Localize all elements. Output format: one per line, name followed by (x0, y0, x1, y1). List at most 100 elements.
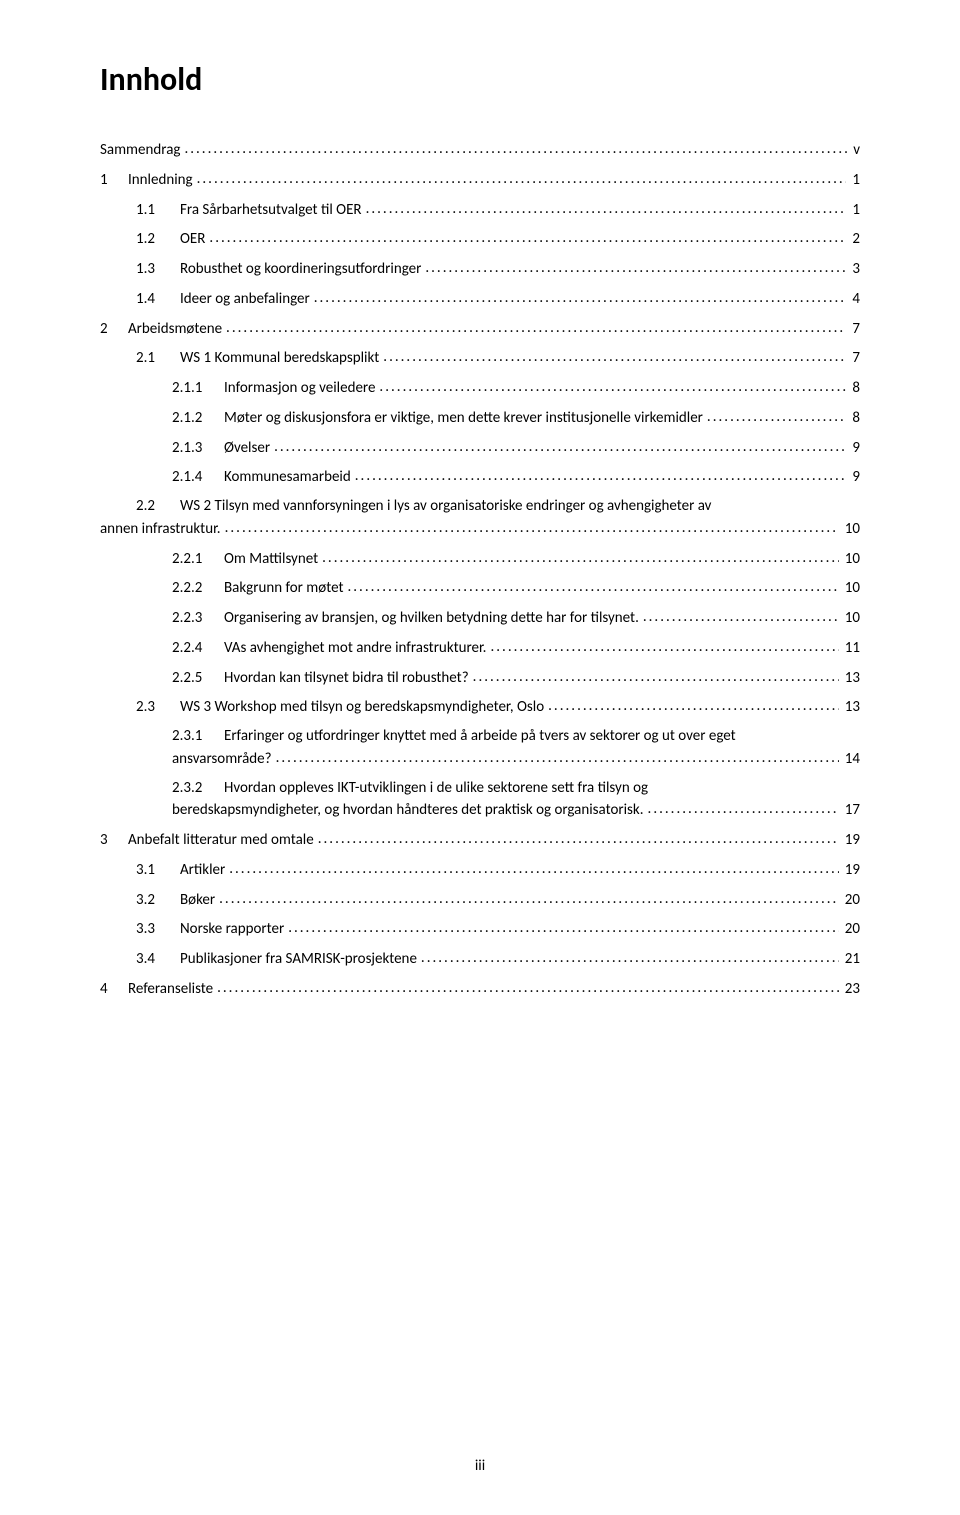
toc-entry: 4Referanseliste 23 (100, 978, 860, 1001)
toc-text: Innledning (128, 170, 197, 192)
toc-number: 2.2.2 (172, 578, 224, 600)
toc-leader-dots (314, 288, 847, 303)
toc-leader-dots (288, 918, 839, 933)
toc-leader-dots (274, 437, 846, 452)
toc-page: 1 (846, 200, 860, 222)
toc-page: 13 (839, 668, 860, 690)
toc-leader-dots (229, 859, 839, 874)
toc-page: 9 (846, 438, 860, 460)
toc-entry: 1.3Robusthet og koordineringsutfordringe… (100, 258, 860, 281)
toc-leader-dots (707, 407, 846, 422)
toc-text: Informasjon og veiledere (224, 378, 379, 400)
toc-entry: 2.3.1Erfaringer og utfordringer knyttet … (100, 726, 860, 771)
toc-entry: 2.2.2Bakgrunn for møtet10 (100, 577, 860, 600)
toc-entry: 3Anbefalt litteratur med omtale19 (100, 829, 860, 852)
toc-text: WS 3 Workshop med tilsyn og beredskapsmy… (180, 697, 548, 719)
toc-entry: 3.1Artikler19 (100, 859, 860, 882)
toc-page: 17 (839, 800, 860, 822)
toc-page: 20 (839, 890, 860, 912)
toc-entry: 1Innledning1 (100, 169, 860, 192)
toc-entry: 3.2Bøker20 (100, 889, 860, 912)
toc-number: 3.1 (136, 860, 180, 882)
page-title: Innhold (100, 60, 860, 99)
toc-text: Ideer og anbefalinger (180, 289, 314, 311)
toc-number: 2.1.1 (172, 378, 224, 400)
toc-entry: 3.4Publikasjoner fra SAMRISK-prosjektene… (100, 948, 860, 971)
toc-leader-dots (219, 889, 839, 904)
toc-leader-dots (276, 748, 839, 763)
toc-number: 2.1 (136, 348, 180, 370)
toc-text: VAs avhengighet mot andre infrastrukture… (224, 638, 490, 660)
toc-leader-dots (197, 169, 847, 184)
toc-text: WS 1 Kommunal beredskapsplikt (180, 348, 383, 370)
toc-text: Møter og diskusjonsfora er viktige, men … (224, 408, 707, 430)
toc-entry: 2.1WS 1 Kommunal beredskapsplikt7 (100, 347, 860, 370)
toc-number: 2.2.5 (172, 668, 224, 690)
toc-leader-dots (379, 377, 846, 392)
page-number: iii (0, 1457, 960, 1475)
toc-number: 2.2 (136, 496, 180, 518)
toc-page: 21 (839, 949, 860, 971)
toc-text: Organisering av bransjen, og hvilken bet… (224, 608, 643, 630)
toc-text: ansvarsområde? (172, 749, 276, 771)
toc-leader-dots (425, 258, 846, 273)
toc-entry: 2.3.2Hvordan oppleves IKT-utviklingen i … (100, 778, 860, 823)
table-of-contents: Sammendragv1Innledning11.1Fra Sårbarhets… (100, 139, 860, 1001)
toc-leader-dots (490, 637, 838, 652)
toc-page: 19 (839, 830, 860, 852)
toc-number: 2.1.2 (172, 408, 224, 430)
toc-leader-dots (217, 978, 839, 993)
toc-number: 2.1.3 (172, 438, 224, 460)
page-container: Innhold Sammendragv1Innledning11.1Fra Så… (0, 0, 960, 1515)
toc-leader-dots (347, 577, 838, 592)
toc-page: 20 (839, 919, 860, 941)
toc-entry: 2.2.4VAs avhengighet mot andre infrastru… (100, 637, 860, 660)
toc-leader-dots (383, 347, 846, 362)
toc-number: 2.2.3 (172, 608, 224, 630)
toc-page: 11 (839, 638, 860, 660)
toc-text: Fra Sårbarhetsutvalget til OER (180, 200, 366, 222)
toc-leader-dots (322, 548, 839, 563)
toc-text: Bøker (180, 890, 219, 912)
toc-text: annen infrastruktur. (100, 519, 225, 541)
toc-page: 10 (839, 519, 860, 541)
toc-page: v (847, 140, 860, 162)
toc-text: Referanseliste (128, 979, 217, 1001)
toc-entry: 1.1Fra Sårbarhetsutvalget til OER1 (100, 199, 860, 222)
toc-number: 2 (100, 319, 128, 341)
toc-page: 7 (846, 319, 860, 341)
toc-text: Norske rapporter (180, 919, 288, 941)
toc-page: 3 (846, 259, 860, 281)
toc-text: Om Mattilsynet (224, 549, 322, 571)
toc-page: 19 (839, 860, 860, 882)
toc-entry: 2.1.3Øvelser 9 (100, 437, 860, 460)
toc-number: 2.3.2 (172, 778, 224, 800)
toc-entry: 1.4Ideer og anbefalinger4 (100, 288, 860, 311)
toc-leader-dots (366, 199, 847, 214)
toc-page: 1 (846, 170, 860, 192)
toc-page: 13 (839, 697, 860, 719)
toc-page: 8 (846, 408, 860, 430)
toc-number: 4 (100, 979, 128, 1001)
toc-number: 1.3 (136, 259, 180, 281)
toc-text: Øvelser (224, 438, 274, 460)
toc-text: OER (180, 229, 209, 251)
toc-text: Anbefalt litteratur med omtale (128, 830, 318, 852)
toc-entry: 2.2WS 2 Tilsyn med vannforsyningen i lys… (100, 496, 860, 541)
toc-entry: 2.2.3Organisering av bransjen, og hvilke… (100, 607, 860, 630)
toc-text: WS 2 Tilsyn med vannforsyningen i lys av… (180, 497, 711, 515)
toc-page: 10 (839, 549, 860, 571)
toc-leader-dots (184, 139, 847, 154)
toc-entry: 2.3WS 3 Workshop med tilsyn og beredskap… (100, 696, 860, 719)
toc-text: beredskapsmyndigheter, og hvordan håndte… (172, 800, 648, 822)
toc-page: 10 (839, 608, 860, 630)
toc-number: 3.4 (136, 949, 180, 971)
toc-entry: 2.1.1Informasjon og veiledere 8 (100, 377, 860, 400)
toc-text: Publikasjoner fra SAMRISK-prosjektene (180, 949, 421, 971)
toc-page: 23 (839, 979, 860, 1001)
toc-page: 8 (846, 378, 860, 400)
toc-leader-dots (226, 318, 846, 333)
toc-entry: 2Arbeidsmøtene7 (100, 318, 860, 341)
toc-number: 2.3 (136, 697, 180, 719)
toc-number: 2.3.1 (172, 726, 224, 748)
